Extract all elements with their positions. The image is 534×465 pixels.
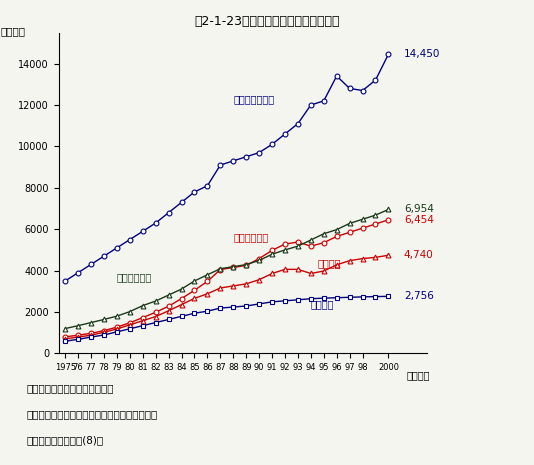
Y-axis label: （億円）: （億円）: [1, 26, 26, 36]
Text: 4,740: 4,740: [404, 250, 434, 260]
Text: 資料：総務省統計局「科学技術研究調査報告」: 資料：総務省統計局「科学技術研究調査報告」: [27, 409, 158, 419]
Text: 6,954: 6,954: [404, 205, 434, 214]
Text: 政府研究機関計: 政府研究機関計: [233, 94, 274, 104]
Text: 注）自然科学のみの値である。: 注）自然科学のみの値である。: [27, 384, 114, 394]
Text: 2,756: 2,756: [404, 292, 434, 301]
Text: （参照：付属資料(8)）: （参照：付属資料(8)）: [27, 435, 104, 445]
Text: 6,454: 6,454: [404, 215, 434, 225]
Text: 14,450: 14,450: [404, 49, 441, 59]
Text: （特殊法人）: （特殊法人）: [117, 272, 152, 282]
Text: 第2-1-23図　研究機関の研究費の推移: 第2-1-23図 研究機関の研究費の推移: [194, 15, 340, 28]
Text: （公営）: （公営）: [311, 299, 334, 309]
Text: （年度）: （年度）: [406, 370, 430, 380]
Text: （国営）: （国営）: [317, 258, 341, 268]
Text: 民営研究機関: 民営研究機関: [233, 232, 269, 242]
